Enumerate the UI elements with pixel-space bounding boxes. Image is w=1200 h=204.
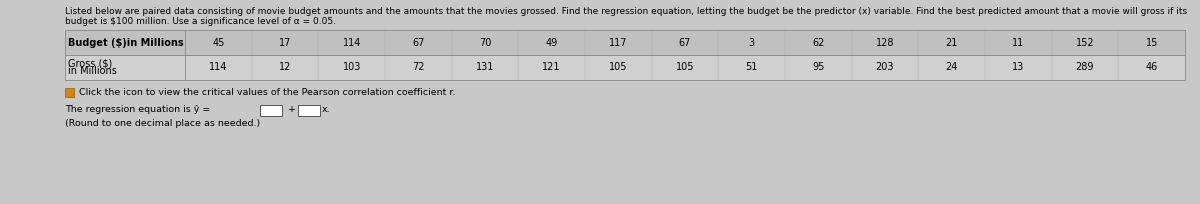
- Text: 95: 95: [812, 62, 824, 72]
- Text: 62: 62: [812, 38, 824, 48]
- Text: 131: 131: [476, 62, 494, 72]
- Text: 114: 114: [209, 62, 228, 72]
- Bar: [260, 104, 282, 115]
- Text: 11: 11: [1013, 38, 1025, 48]
- Text: 17: 17: [278, 38, 292, 48]
- Text: The regression equation is ŷ =: The regression equation is ŷ =: [65, 105, 214, 114]
- Bar: [65, 30, 1186, 55]
- Text: 70: 70: [479, 38, 491, 48]
- Text: 3: 3: [749, 38, 755, 48]
- Bar: [298, 104, 320, 115]
- Text: 15: 15: [1146, 38, 1158, 48]
- Text: 203: 203: [876, 62, 894, 72]
- Text: x.: x.: [322, 105, 331, 114]
- Text: 46: 46: [1146, 62, 1158, 72]
- Text: 13: 13: [1013, 62, 1025, 72]
- Text: 67: 67: [412, 38, 425, 48]
- Text: 105: 105: [610, 62, 628, 72]
- Text: 105: 105: [676, 62, 695, 72]
- Text: 128: 128: [876, 38, 894, 48]
- Text: Gross ($): Gross ($): [68, 59, 113, 69]
- Text: Budget ($)in Millions: Budget ($)in Millions: [68, 38, 184, 48]
- Text: 121: 121: [542, 62, 560, 72]
- Text: 152: 152: [1075, 38, 1094, 48]
- Text: 103: 103: [342, 62, 361, 72]
- Text: in Millions: in Millions: [68, 66, 116, 76]
- Text: Click the icon to view the critical values of the Pearson correlation coefficien: Click the icon to view the critical valu…: [79, 88, 456, 97]
- Text: 45: 45: [212, 38, 224, 48]
- Text: 114: 114: [342, 38, 361, 48]
- Text: +: +: [286, 105, 299, 114]
- Text: Listed below are paired data consisting of movie budget amounts and the amounts : Listed below are paired data consisting …: [65, 7, 1187, 16]
- Text: 289: 289: [1075, 62, 1094, 72]
- Text: 51: 51: [745, 62, 758, 72]
- Text: 117: 117: [610, 38, 628, 48]
- Text: budget is $100 million. Use a significance level of α = 0.05.: budget is $100 million. Use a significan…: [65, 17, 336, 26]
- Bar: [65, 88, 74, 97]
- Text: 21: 21: [946, 38, 958, 48]
- Text: (Round to one decimal place as needed.): (Round to one decimal place as needed.): [65, 120, 260, 129]
- Text: 67: 67: [679, 38, 691, 48]
- Text: 24: 24: [946, 62, 958, 72]
- Text: 72: 72: [412, 62, 425, 72]
- Text: 49: 49: [546, 38, 558, 48]
- Bar: [65, 55, 1186, 80]
- Text: 12: 12: [278, 62, 292, 72]
